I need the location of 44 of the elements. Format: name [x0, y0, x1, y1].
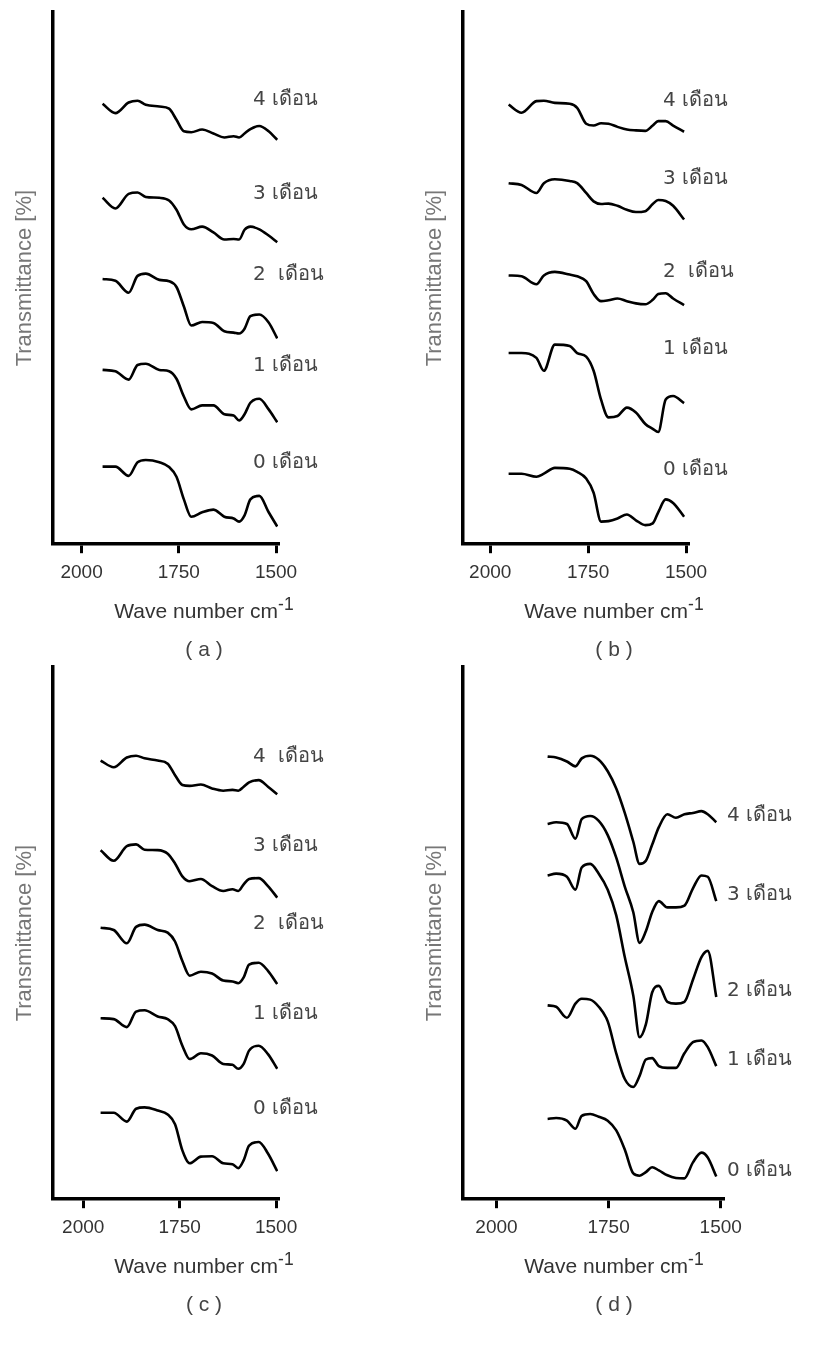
x-axis-title: Wave number cm$^{-1}$ [113, 594, 295, 623]
series-label: 3 เดือน [253, 832, 319, 857]
text: ( a ) [184, 637, 224, 661]
series-label: 4 เดือน [727, 802, 793, 827]
series-label: 3 เดือน [663, 165, 729, 190]
series-label: 2 เดือน [253, 909, 325, 934]
x-tick-label: 1750 [566, 560, 610, 582]
x-tick-label: 1750 [587, 1215, 630, 1237]
series-label: 1 เดือน [727, 1046, 793, 1071]
series-label: 0 เดือน [253, 1094, 319, 1119]
x-tick-label: 1500 [254, 1215, 298, 1237]
series-label: 3 เดือน [253, 180, 319, 205]
x-tick-label: 2000 [475, 1215, 518, 1237]
x-axis-title: Wave number cm$^{-1}$ [523, 1249, 705, 1278]
series-label: 4 เดือน [253, 742, 325, 767]
x-tick-label: 1750 [157, 560, 200, 582]
series-label: 2 เดือน [253, 261, 325, 286]
series-label: 0 เดือน [253, 448, 319, 473]
series-label: 2 เดือน [727, 977, 793, 1002]
x-tick-label: 2000 [469, 560, 512, 582]
series-label: 0 เดือน [727, 1156, 793, 1181]
series-label: 1 เดือน [253, 352, 319, 377]
series-label: 4 เดือน [663, 86, 729, 111]
x-axis-title: Wave number cm$^{-1}$ [113, 1249, 295, 1278]
x-tick-label: 1500 [664, 560, 708, 582]
series-label: 0 เดือน [663, 455, 729, 480]
y-axis-title: Transmittance [%] [421, 189, 447, 367]
x-tick-label: 2000 [60, 560, 103, 582]
x-tick-label: 1750 [158, 1215, 201, 1237]
series-label: 1 เดือน [663, 335, 729, 360]
series-label: 3 เดือน [727, 881, 793, 906]
text: ( c ) [184, 1292, 224, 1316]
text: ( b ) [594, 637, 634, 661]
x-axis-title: Wave number cm$^{-1}$ [523, 594, 705, 623]
y-axis-title: Transmittance [%] [11, 189, 37, 367]
x-tick-label: 1500 [699, 1215, 742, 1237]
series-label: 4 เดือน [253, 86, 319, 111]
x-tick-label: 2000 [62, 1215, 105, 1237]
series-label: 1 เดือน [253, 1000, 319, 1025]
series-label: 2 เดือน [663, 257, 735, 282]
y-axis-title: Transmittance [%] [11, 844, 37, 1022]
x-tick-label: 1500 [254, 560, 298, 582]
text: ( d ) [594, 1292, 634, 1316]
y-axis-title: Transmittance [%] [421, 844, 447, 1022]
